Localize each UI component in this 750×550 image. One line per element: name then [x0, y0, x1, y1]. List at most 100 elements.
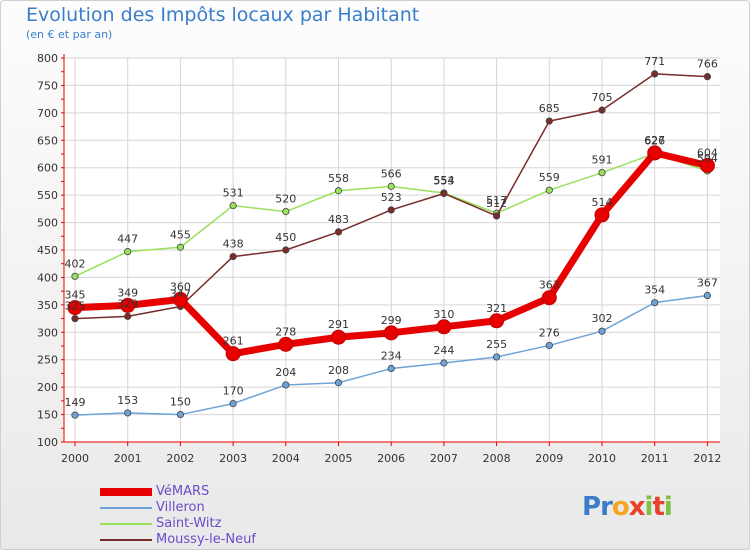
data-point-vemars: [225, 346, 241, 362]
data-label-moussy: 771: [644, 55, 665, 68]
data-label-villeron: 244: [433, 344, 454, 357]
logo-letter: x: [628, 492, 646, 522]
y-tick-label: 200: [37, 381, 58, 394]
y-tick-label: 500: [37, 217, 58, 230]
legend: VéMARS Villeron Saint-Witz Moussy-le-Neu…: [100, 484, 360, 548]
data-label-villeron: 302: [592, 312, 613, 325]
data-point-villeron: [440, 359, 448, 367]
data-label-villeron: 354: [644, 284, 665, 297]
data-point-vemars: [278, 336, 294, 352]
data-point-villeron: [282, 381, 290, 389]
data-point-moussy: [387, 206, 395, 214]
data-point-moussy: [651, 70, 659, 78]
data-label-saint_witz: 594: [697, 152, 718, 165]
data-label-villeron: 234: [381, 349, 402, 362]
axis-layer: 100 150 200 250 300 350 400 450 500 550 600 650 700 7…: [37, 52, 721, 465]
data-label-moussy: 483: [328, 213, 349, 226]
legend-item-moussy: Moussy-le-Neuf: [100, 532, 360, 548]
data-label-saint_witz: 447: [117, 233, 138, 246]
data-label-vemars: 349: [117, 286, 138, 299]
data-point-vemars: [594, 207, 610, 223]
y-tick-label: 600: [37, 162, 58, 175]
data-label-vemars: 310: [433, 308, 454, 321]
data-label-moussy: 450: [275, 231, 296, 244]
y-tick-label: 450: [37, 244, 58, 257]
data-point-moussy: [598, 106, 606, 114]
legend-item-saint-witz: Saint-Witz: [100, 516, 360, 532]
x-tick-label: 2003: [219, 452, 247, 465]
data-point-moussy: [440, 189, 448, 198]
data-label-vemars: 363: [539, 279, 560, 292]
x-tick-label: 2007: [430, 452, 458, 465]
y-tick-label: 750: [37, 79, 58, 92]
data-point-moussy: [545, 117, 553, 125]
data-label-moussy: 438: [223, 238, 244, 251]
data-label-vemars: 604: [697, 147, 718, 160]
data-point-vemars: [383, 325, 399, 341]
data-label-vemars: 321: [486, 302, 507, 315]
data-label-saint_witz: 566: [381, 167, 402, 180]
x-tick-label: 2009: [535, 452, 563, 465]
y-tick-label: 400: [37, 271, 58, 284]
data-point-moussy: [229, 252, 237, 261]
data-point-saint_witz: [124, 248, 132, 256]
data-point-vemars: [436, 319, 452, 335]
data-label-vemars: 345: [65, 289, 86, 302]
legend-swatch-villeron: [100, 507, 152, 509]
y-tick-label: 700: [37, 107, 58, 120]
data-point-villeron: [651, 299, 659, 307]
legend-label-saint-witz: Saint-Witz: [156, 516, 222, 531]
data-label-villeron: 367: [697, 277, 718, 290]
y-tick-label: 150: [37, 409, 58, 422]
series-layer: [67, 70, 715, 419]
x-tick-label: 2006: [377, 452, 405, 465]
data-label-villeron: 153: [117, 394, 138, 407]
data-point-vemars: [67, 300, 83, 316]
data-point-vemars: [172, 291, 188, 307]
x-tick-label: 2004: [272, 452, 300, 465]
logo-letter: t: [652, 492, 664, 522]
data-label-moussy: 325: [65, 300, 86, 313]
data-label-villeron: 208: [328, 364, 349, 377]
logo-letter: i: [644, 492, 654, 522]
data-label-saint_witz: 520: [275, 193, 296, 206]
data-label-villeron: 204: [275, 366, 296, 379]
x-tick-label: 2011: [641, 452, 669, 465]
x-tick-label: 2001: [114, 452, 142, 465]
data-point-saint_witz: [387, 182, 395, 190]
data-point-saint_witz: [282, 208, 290, 216]
data-point-moussy: [334, 228, 343, 236]
data-point-vemars: [541, 290, 557, 306]
grid-layer: [64, 57, 720, 443]
data-label-saint_witz: 402: [65, 257, 86, 270]
data-label-saint_witz: 531: [223, 187, 244, 200]
data-point-villeron: [124, 409, 132, 417]
data-point-vemars: [120, 297, 136, 313]
data-point-villeron: [492, 353, 501, 361]
data-label-saint_witz: 626: [644, 134, 665, 147]
data-label-saint_witz: 455: [170, 228, 191, 241]
data-point-moussy: [492, 212, 501, 220]
y-tick-label: 250: [37, 354, 58, 367]
data-label-moussy: 512: [486, 197, 507, 210]
data-point-villeron: [229, 399, 237, 408]
data-label-saint_witz: 559: [539, 171, 560, 184]
data-label-moussy: 347: [170, 288, 191, 301]
data-point-saint_witz: [176, 243, 184, 251]
data-point-saint_witz: [598, 169, 606, 177]
x-tick-label: 2000: [61, 452, 89, 465]
data-point-saint_witz: [334, 187, 343, 195]
data-point-moussy: [124, 312, 132, 320]
y-tick-label: 100: [37, 436, 58, 449]
y-tick-label: 350: [37, 299, 58, 312]
legend-swatch-moussy: [100, 539, 152, 541]
x-tick-label: 2012: [693, 452, 721, 465]
data-label-vemars: 278: [275, 325, 296, 338]
data-label-saint_witz: 591: [592, 154, 613, 167]
logo-letter: P: [582, 492, 601, 522]
data-label-villeron: 276: [539, 326, 560, 339]
data-label-villeron: 149: [65, 396, 86, 409]
data-point-vemars: [647, 145, 663, 161]
data-point-saint_witz: [71, 272, 79, 280]
data-point-vemars: [699, 158, 715, 174]
